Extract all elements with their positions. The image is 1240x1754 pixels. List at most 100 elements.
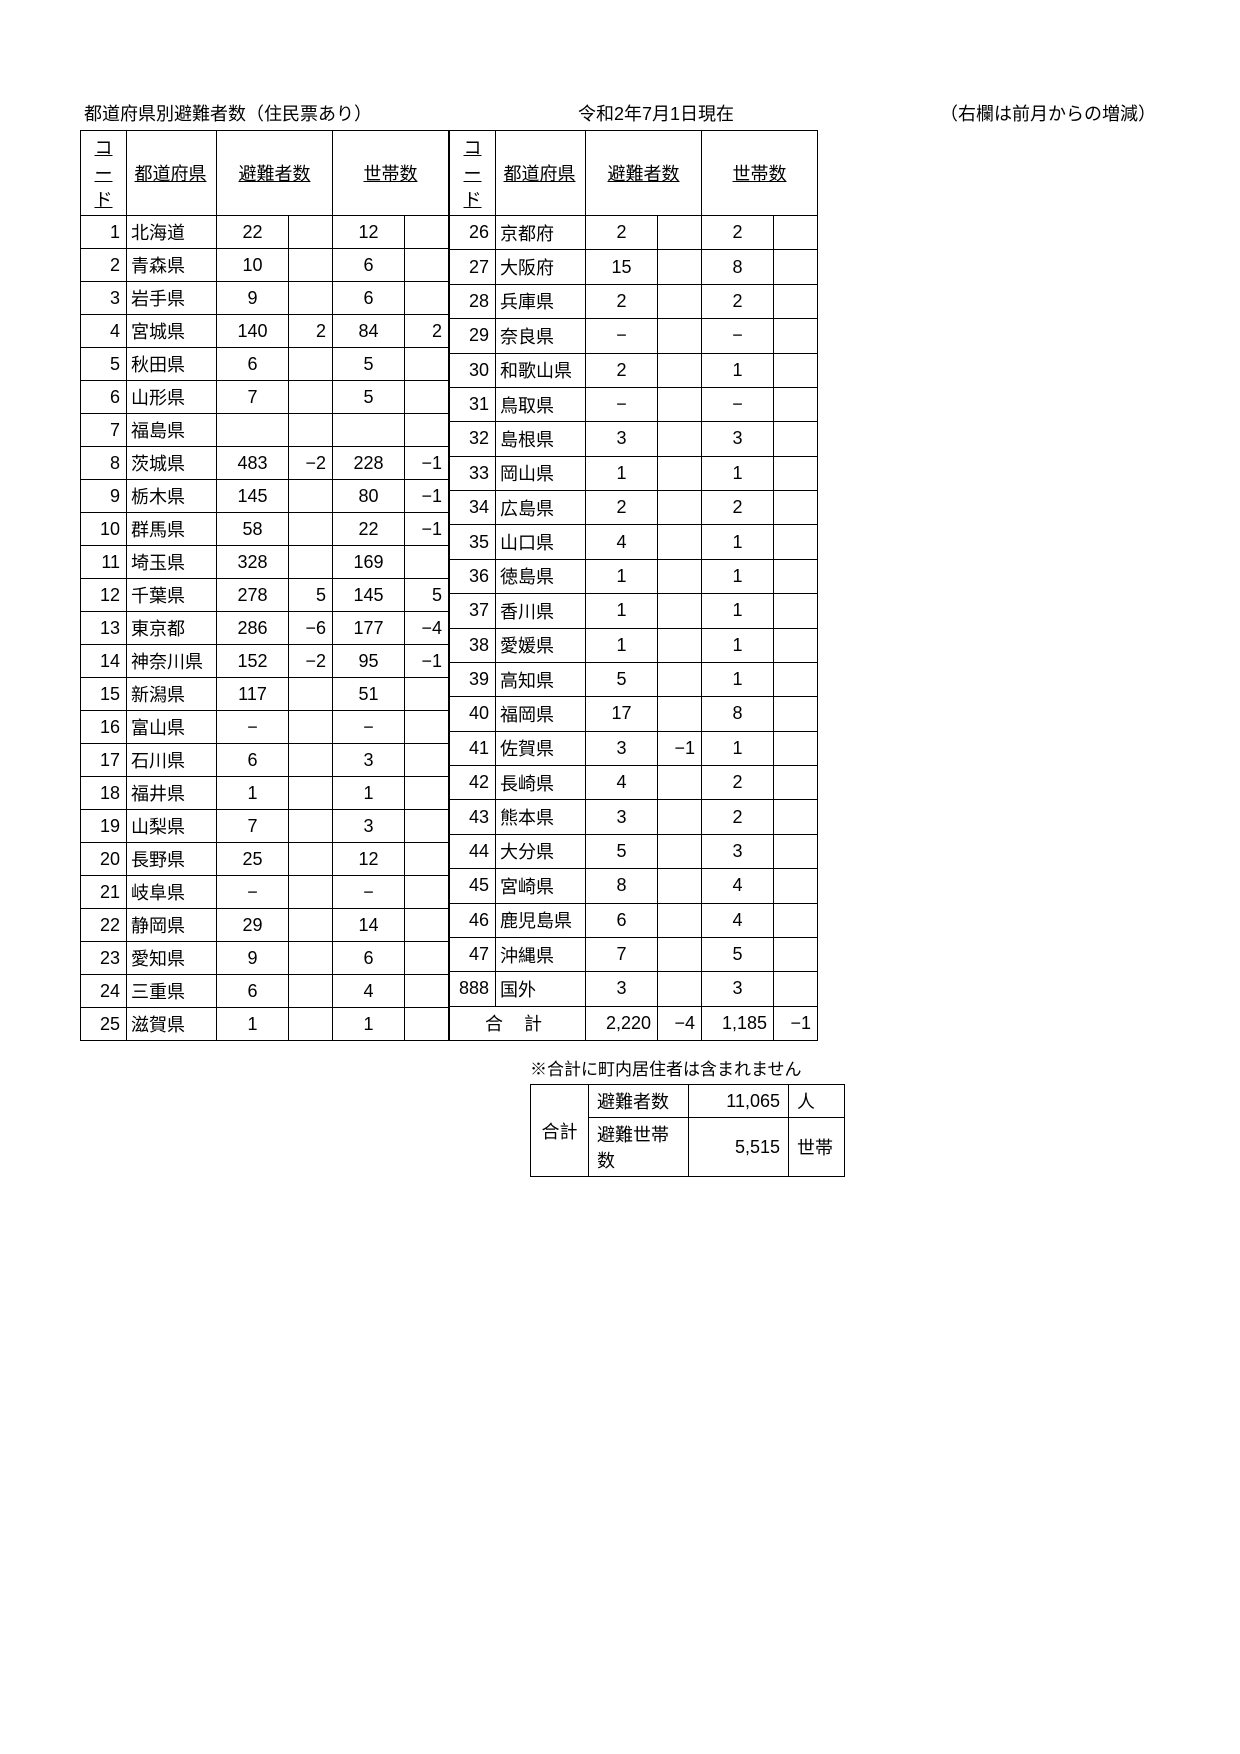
table-row: 22静岡県2914 xyxy=(81,909,449,942)
cell-prefecture: 栃木県 xyxy=(127,480,217,513)
col-evacuees-header: 避難者数 xyxy=(217,131,333,216)
cell-prefecture: 茨城県 xyxy=(127,447,217,480)
cell-evacuees: 1 xyxy=(586,628,658,662)
table-row: 39高知県51 xyxy=(450,662,818,696)
cell-evacuees: 117 xyxy=(217,678,289,711)
cell-evacuees-delta xyxy=(658,387,702,421)
cell-evacuees: 3 xyxy=(586,800,658,834)
cell-households-delta: −1 xyxy=(405,513,449,546)
cell-evacuees: 9 xyxy=(217,942,289,975)
cell-evacuees: 2 xyxy=(586,491,658,525)
cell-households: 8 xyxy=(702,697,774,731)
total-label: 合 計 xyxy=(450,1006,586,1040)
cell-evacuees: 6 xyxy=(217,744,289,777)
table-row: 45宮崎県84 xyxy=(450,869,818,903)
cell-households-delta: −4 xyxy=(405,612,449,645)
cell-evacuees-delta xyxy=(658,834,702,868)
cell-code: 7 xyxy=(81,414,127,447)
cell-code: 41 xyxy=(450,731,496,765)
cell-households-delta: 2 xyxy=(405,315,449,348)
cell-evacuees-delta: −6 xyxy=(289,612,333,645)
cell-households-delta xyxy=(774,353,818,387)
cell-prefecture: 岡山県 xyxy=(496,456,586,490)
cell-evacuees: 4 xyxy=(586,766,658,800)
table-row: 36徳島県11 xyxy=(450,559,818,593)
cell-evacuees-delta xyxy=(658,662,702,696)
footer-note: ※合計に町内居住者は含まれません xyxy=(80,1055,1160,1080)
col-households-header: 世帯数 xyxy=(333,131,449,216)
cell-evacuees: 2 xyxy=(586,353,658,387)
table-row: 888国外33 xyxy=(450,972,818,1006)
cell-evacuees-delta xyxy=(658,456,702,490)
cell-evacuees: − xyxy=(217,711,289,744)
cell-households-delta xyxy=(774,697,818,731)
cell-code: 27 xyxy=(450,250,496,284)
cell-evacuees-delta xyxy=(658,422,702,456)
table-row: 18福井県11 xyxy=(81,777,449,810)
summary-total-label: 合計 xyxy=(531,1085,589,1177)
cell-evacuees: 58 xyxy=(217,513,289,546)
table-header-row: コード 都道府県 避難者数 世帯数 xyxy=(81,131,449,216)
cell-prefecture: 京都府 xyxy=(496,216,586,250)
cell-prefecture: 大阪府 xyxy=(496,250,586,284)
cell-evacuees-delta: −2 xyxy=(289,645,333,678)
cell-households-delta xyxy=(774,834,818,868)
cell-households: 14 xyxy=(333,909,405,942)
cell-evacuees: − xyxy=(586,387,658,421)
cell-households: 22 xyxy=(333,513,405,546)
col-code-header: コード xyxy=(450,131,496,216)
total-households: 1,185 xyxy=(702,1006,774,1040)
cell-code: 39 xyxy=(450,662,496,696)
cell-households-delta xyxy=(405,810,449,843)
cell-households: 6 xyxy=(333,249,405,282)
cell-evacuees-delta xyxy=(289,810,333,843)
cell-households-delta xyxy=(405,711,449,744)
cell-code: 888 xyxy=(450,972,496,1006)
cell-code: 15 xyxy=(81,678,127,711)
cell-prefecture: 高知県 xyxy=(496,662,586,696)
cell-evacuees: 1 xyxy=(217,777,289,810)
cell-code: 20 xyxy=(81,843,127,876)
cell-evacuees-delta xyxy=(289,249,333,282)
cell-households: 2 xyxy=(702,216,774,250)
cell-evacuees-delta xyxy=(658,766,702,800)
cell-evacuees-delta xyxy=(658,319,702,353)
cell-code: 28 xyxy=(450,284,496,318)
as-of-date: 令和2年7月1日現在 xyxy=(578,100,734,126)
cell-evacuees-delta xyxy=(658,250,702,284)
cell-households: 4 xyxy=(702,903,774,937)
col-households-header: 世帯数 xyxy=(702,131,818,216)
cell-prefecture: 三重県 xyxy=(127,975,217,1008)
cell-households-delta xyxy=(774,972,818,1006)
cell-prefecture: 埼玉県 xyxy=(127,546,217,579)
cell-prefecture: 静岡県 xyxy=(127,909,217,942)
cell-evacuees: 29 xyxy=(217,909,289,942)
cell-prefecture: 熊本県 xyxy=(496,800,586,834)
cell-evacuees: 6 xyxy=(217,348,289,381)
table-row: 24三重県64 xyxy=(81,975,449,1008)
cell-evacuees-delta xyxy=(658,903,702,937)
cell-code: 40 xyxy=(450,697,496,731)
cell-prefecture: 山梨県 xyxy=(127,810,217,843)
cell-households-delta xyxy=(774,216,818,250)
cell-evacuees: 17 xyxy=(586,697,658,731)
table-row: 30和歌山県21 xyxy=(450,353,818,387)
table-row: 14神奈川県152−295−1 xyxy=(81,645,449,678)
cell-households: 2 xyxy=(702,766,774,800)
cell-evacuees-delta xyxy=(289,546,333,579)
cell-evacuees: 6 xyxy=(586,903,658,937)
cell-evacuees-delta xyxy=(658,628,702,662)
cell-households: 3 xyxy=(702,834,774,868)
table-row: 32島根県33 xyxy=(450,422,818,456)
cell-evacuees-delta xyxy=(658,353,702,387)
cell-households: 5 xyxy=(333,348,405,381)
cell-households xyxy=(333,414,405,447)
cell-evacuees-delta xyxy=(289,216,333,249)
cell-evacuees: 3 xyxy=(586,422,658,456)
cell-households: 80 xyxy=(333,480,405,513)
cell-prefecture: 宮城県 xyxy=(127,315,217,348)
cell-households-delta: −1 xyxy=(405,447,449,480)
cell-households-delta xyxy=(774,766,818,800)
cell-evacuees-delta xyxy=(289,414,333,447)
cell-evacuees: 25 xyxy=(217,843,289,876)
